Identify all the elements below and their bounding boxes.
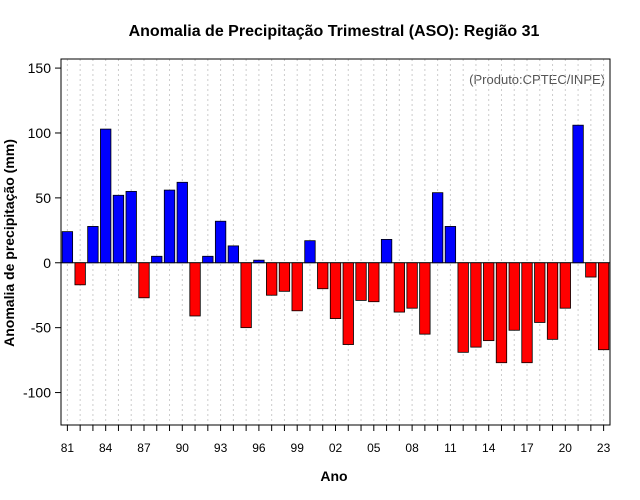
bar-2005 (368, 262, 380, 303)
bar-1985 (112, 194, 125, 264)
bar-1992 (202, 255, 214, 264)
bar-2010 (431, 192, 444, 264)
y-tick-label: -100 (23, 385, 51, 401)
x-tick-label: 17 (520, 441, 534, 455)
bar-2001 (317, 262, 329, 290)
bar-1984 (100, 128, 112, 264)
bar-2012 (457, 262, 469, 353)
bar-2004 (355, 262, 367, 301)
y-tick-label: 100 (28, 125, 52, 141)
bar-1996 (253, 259, 265, 264)
bar-2000 (304, 240, 316, 264)
bar-2015 (495, 262, 508, 364)
y-tick-label: -50 (31, 320, 51, 336)
bar-1995 (240, 262, 252, 329)
bar-1990 (176, 181, 188, 264)
bar-2023 (597, 262, 610, 351)
bar-1993 (214, 220, 227, 264)
bar-1987 (138, 262, 150, 299)
chart-title: Anomalia de Precipitação Trimestral (ASO… (129, 23, 540, 40)
bar-1999 (291, 262, 303, 312)
bar-2006 (380, 238, 393, 264)
bar-2014 (483, 262, 495, 342)
gridlines (66, 59, 605, 425)
bar-2009 (419, 262, 431, 335)
bar-2017 (521, 262, 533, 364)
x-tick-label: 93 (214, 441, 228, 455)
bar-2011 (444, 226, 457, 264)
y-axis-label: Anomalia de precipitação (mm) (1, 139, 17, 347)
x-tick-label: 05 (367, 441, 381, 455)
x-axis-label: Ano (320, 468, 347, 484)
bar-1998 (278, 262, 291, 292)
bar-1983 (87, 226, 99, 264)
product-credit: (Produto:CPTEC/INPE) (469, 72, 605, 87)
x-tick-label: 81 (61, 441, 75, 455)
bar-1994 (227, 245, 240, 264)
bars (61, 124, 610, 364)
bar-2007 (393, 262, 405, 313)
bar-2022 (585, 262, 597, 278)
bar-1997 (266, 262, 278, 296)
bar-2018 (534, 262, 546, 323)
y-tick-label: 0 (43, 255, 51, 271)
x-tick-label: 02 (329, 441, 343, 455)
bar-2020 (559, 262, 571, 309)
x-tick-label: 23 (597, 441, 611, 455)
bar-2021 (572, 124, 584, 264)
bar-2019 (546, 262, 559, 340)
bar-2013 (470, 262, 482, 348)
x-tick-label: 90 (176, 441, 190, 455)
x-axis: 81 84 87 90 93 96 99 02 05 08 11 14 17 20 23 (61, 425, 611, 455)
bar-2002 (329, 262, 342, 319)
bar-1988 (151, 255, 163, 264)
y-tick-label: 150 (28, 60, 52, 76)
x-tick-label: 99 (291, 441, 305, 455)
bar-1981 (61, 231, 74, 264)
y-axis: -100 -50 0 50 100 150 (23, 60, 61, 401)
x-tick-label: 87 (137, 441, 151, 455)
x-tick-label: 08 (405, 441, 419, 455)
x-tick-label: 84 (99, 441, 113, 455)
bar-1982 (74, 262, 86, 286)
bar-2003 (342, 262, 354, 345)
y-tick-label: 50 (35, 190, 51, 206)
x-tick-label: 14 (482, 441, 496, 455)
bar-1989 (163, 189, 176, 264)
bar-1991 (189, 262, 201, 317)
bar-2016 (508, 262, 520, 331)
x-tick-label: 20 (559, 441, 573, 455)
bar-2008 (406, 262, 418, 309)
x-tick-label: 11 (444, 441, 457, 455)
x-tick-label: 96 (252, 441, 266, 455)
bar-1986 (125, 190, 137, 264)
